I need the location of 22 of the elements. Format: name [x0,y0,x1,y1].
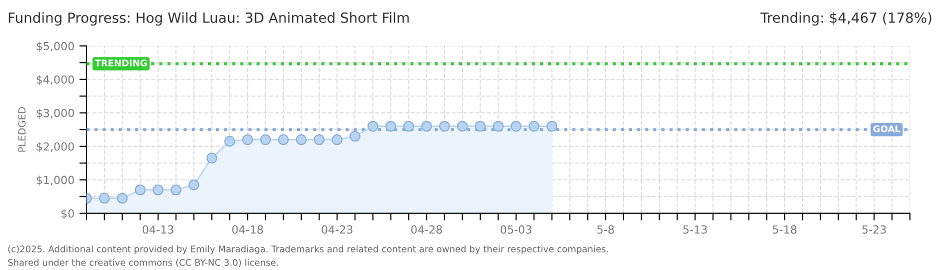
y-tick-label: $2,000 [36,142,74,152]
y-tick-label: $0 [61,209,74,220]
y-tick-label: $4,000 [36,75,74,86]
text: Trending: $4,467 (178%) [760,12,932,26]
x-tick-label: 5-8 [597,225,614,234]
x-tick-label: 04-28 [411,225,442,234]
x-tick-label: 04-23 [322,225,352,234]
x-tick-label: 04-13 [142,225,174,234]
x-tick-label: 05-03 [500,225,532,234]
ref-line-label: TRENDING [94,60,147,66]
chart-title: Funding Progress: Hog Wild Luau: 3D Animated Short Film [8,12,409,26]
y-tick-label: $1,000 [36,176,74,186]
x-tick-label: 5-23 [862,225,886,234]
text: (c)2025. Additional content provided by Emily Maradiaga. Trademarks and related content are owned by their respective companies. [8,245,608,254]
x-tick-label: 5-18 [772,225,796,234]
x-tick-label: 04-18 [232,225,263,234]
x-tick-label: 5-13 [683,225,707,234]
y-tick-label: $3,000 [36,108,74,119]
ref-line-label: GOAL [873,125,900,132]
y-axis-title: PLEDGED [18,107,26,152]
y-tick-label: $5,000 [36,42,74,52]
text: Shared under the creative commons (CC BY-NC 3.0) license. [8,258,278,267]
